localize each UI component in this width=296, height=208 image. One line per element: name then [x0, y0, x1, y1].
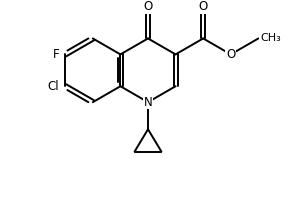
Text: F: F — [53, 48, 59, 61]
Text: Cl: Cl — [48, 80, 59, 93]
Text: O: O — [199, 0, 208, 13]
Text: CH₃: CH₃ — [260, 33, 281, 43]
Text: N: N — [144, 96, 152, 109]
Text: O: O — [143, 0, 153, 13]
Text: O: O — [226, 48, 235, 61]
